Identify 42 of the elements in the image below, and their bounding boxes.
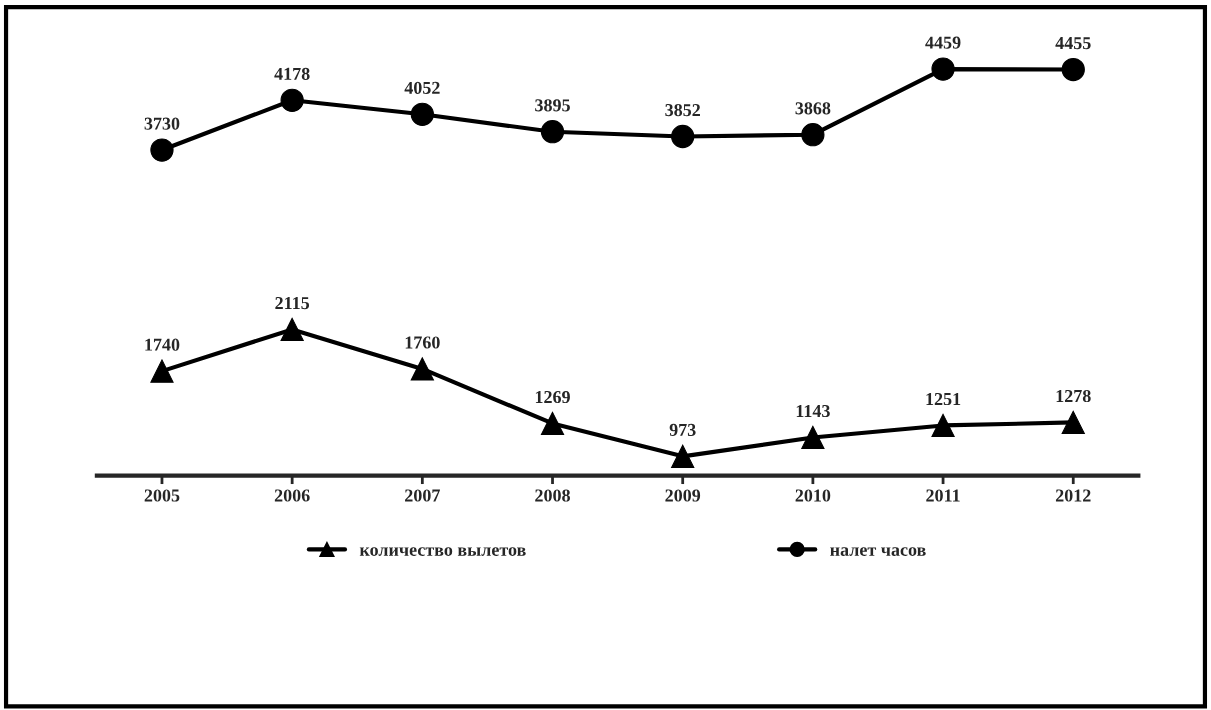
point [1061, 57, 1085, 82]
data-label: 1278 [1056, 389, 1091, 403]
data-label: 2115 [275, 297, 310, 310]
point [150, 359, 174, 383]
point [931, 57, 955, 81]
data-label: 1740 [145, 338, 180, 351]
point [1061, 410, 1085, 435]
x-tick-label: 2007 [405, 489, 440, 502]
point [280, 317, 304, 342]
point [801, 425, 825, 450]
data-label: 1760 [405, 336, 440, 349]
data-label: 4455 [1055, 37, 1091, 50]
data-label: 3895 [535, 99, 570, 112]
x-tick-label: 2010 [795, 489, 831, 502]
x-tick-label: 2006 [274, 489, 310, 502]
point [410, 357, 434, 381]
point [150, 138, 174, 162]
point [410, 102, 434, 126]
data-label: 1251 [926, 392, 961, 406]
data-label: 1143 [796, 404, 830, 418]
data-label: 4052 [404, 81, 440, 94]
point [671, 444, 695, 468]
data-label: 1269 [535, 390, 570, 404]
data-label: 3852 [665, 103, 700, 117]
data-label: 4178 [274, 67, 310, 80]
point [540, 411, 565, 436]
data-label: 3868 [795, 102, 831, 115]
x-tick-label: 2009 [665, 489, 701, 502]
legend-label: налет часов [830, 547, 926, 556]
point [671, 124, 695, 149]
point [931, 413, 955, 438]
data-label: 973 [669, 423, 696, 436]
data-label: 4459 [925, 36, 961, 49]
legend-label: количество вылетов [359, 547, 526, 556]
x-tick-label: 2012 [1055, 489, 1091, 502]
data-label: 3730 [144, 117, 180, 130]
point [540, 120, 565, 144]
x-tick-label: 2005 [144, 489, 180, 502]
x-tick-label: 2008 [535, 489, 570, 502]
x-tick-label: 2011 [926, 489, 960, 502]
point [280, 88, 304, 112]
point [801, 123, 825, 147]
